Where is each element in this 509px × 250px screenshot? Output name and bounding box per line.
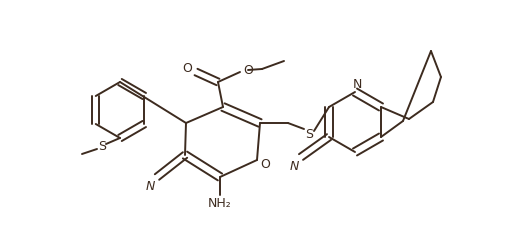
Text: N: N bbox=[145, 179, 154, 192]
Text: S: S bbox=[98, 140, 106, 153]
Text: O: O bbox=[182, 61, 191, 74]
Text: N: N bbox=[289, 160, 298, 173]
Text: N: N bbox=[352, 78, 361, 91]
Text: S: S bbox=[304, 127, 313, 140]
Text: O: O bbox=[260, 157, 269, 170]
Text: NH₂: NH₂ bbox=[208, 197, 232, 210]
Text: O: O bbox=[243, 63, 252, 76]
